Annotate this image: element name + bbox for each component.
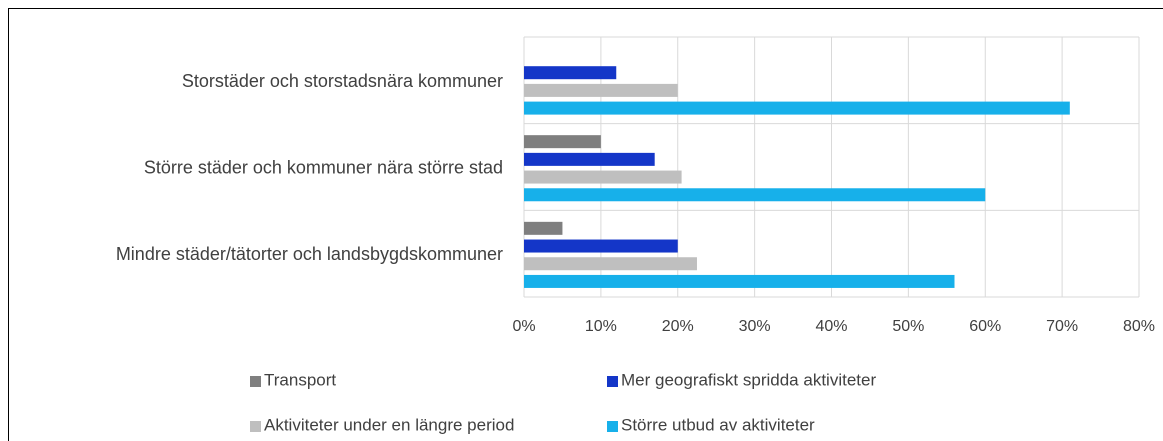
legend-label: Större utbud av aktiviteter [621,415,815,434]
bar [524,66,617,80]
legend-label: Aktiviteter under en längre period [264,415,514,434]
x-tick-label: 20% [662,318,694,335]
x-tick-label: 40% [815,318,847,335]
x-tick-label: 80% [1123,318,1155,335]
x-tick-label: 10% [585,318,617,335]
x-tick-label: 70% [1046,318,1078,335]
bar [524,239,678,253]
x-tick-label: 30% [739,318,771,335]
y-tick-label: Mindre städer/tätorter och landsbygdskom… [116,244,503,264]
x-tick-label: 0% [512,318,535,335]
chart-border [8,8,1163,441]
y-tick-label: Storstäder och storstadsnära kommuner [182,71,503,91]
legend-swatch [607,421,618,432]
x-tick-label: 50% [892,318,924,335]
bar [524,101,1070,115]
bar [524,188,986,202]
bar [524,152,655,166]
bar [524,257,697,271]
bar [524,135,601,149]
legend-label: Transport [264,370,336,389]
y-tick-label: Större städer och kommuner nära större s… [144,157,503,177]
bar [524,83,678,97]
legend-label: Mer geografiskt spridda aktiviteter [621,370,876,389]
x-tick-label: 60% [969,318,1001,335]
bar [524,221,563,235]
legend-swatch [250,421,261,432]
legend-swatch [607,376,618,387]
legend-swatch [250,376,261,387]
bar [524,274,955,288]
bar [524,170,682,184]
